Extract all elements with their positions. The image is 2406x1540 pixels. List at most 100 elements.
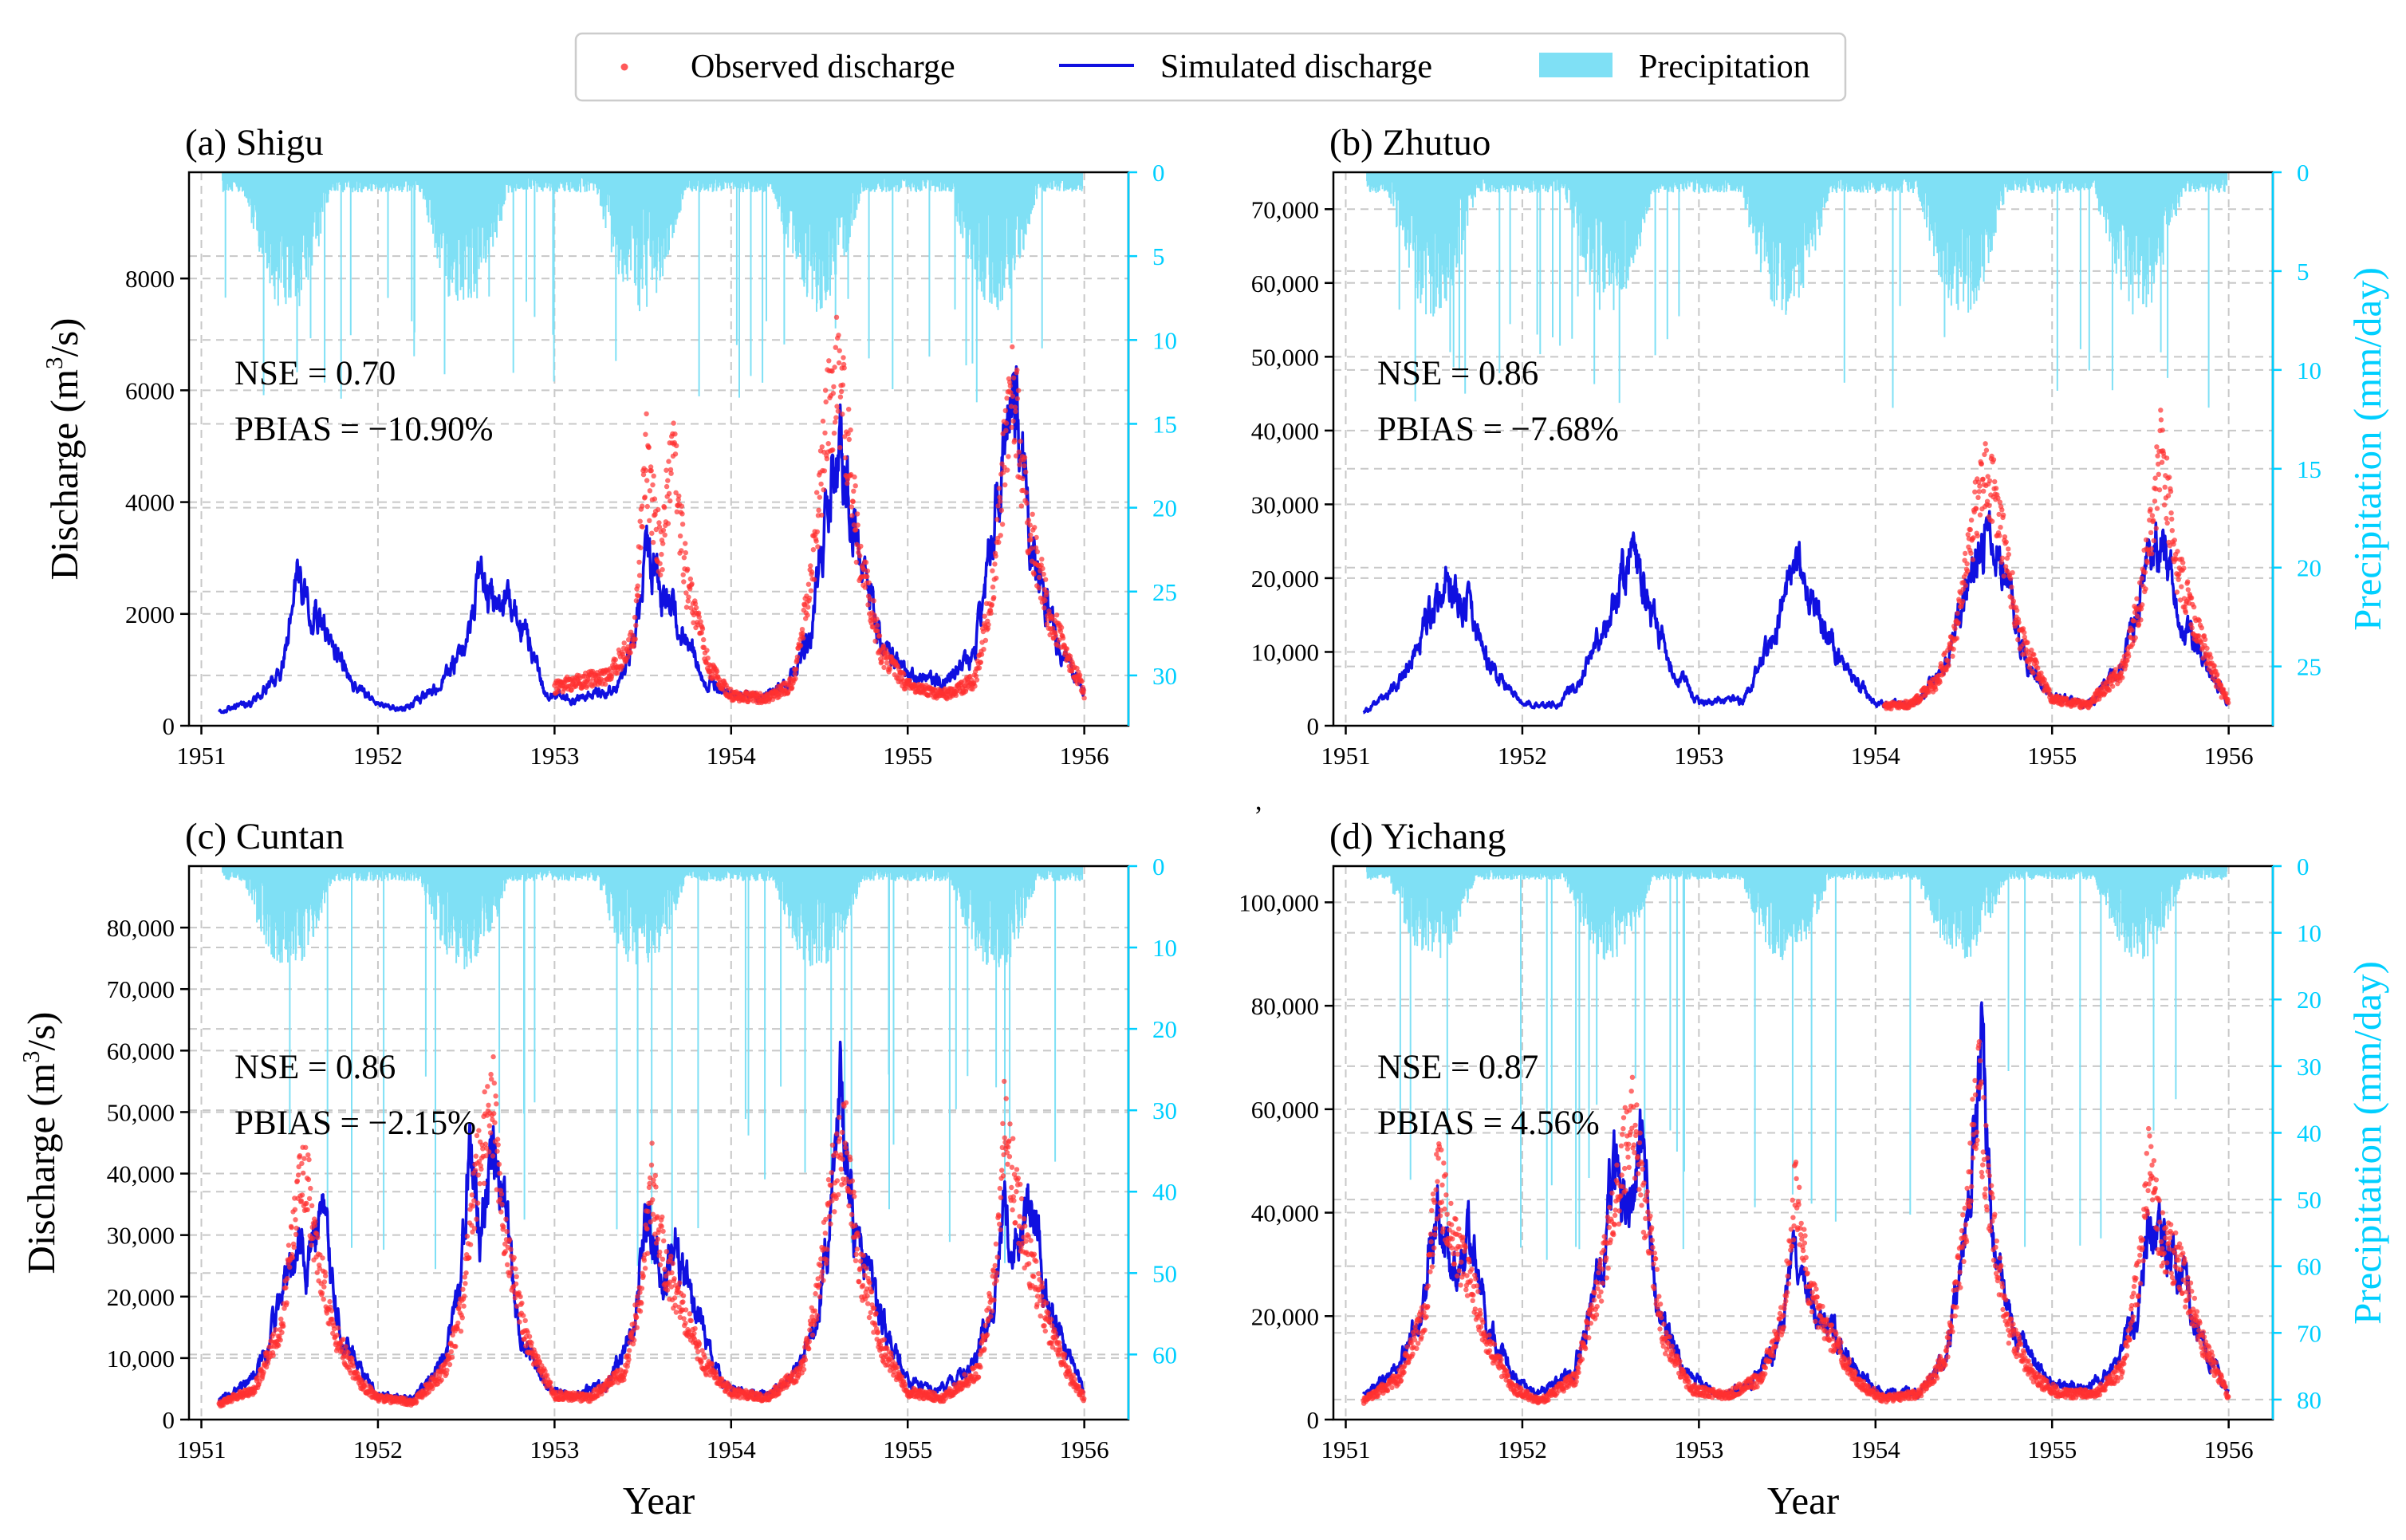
observed-point [709,1361,715,1367]
observed-point [1002,1078,1007,1085]
observed-point [456,1305,462,1311]
observed-point [998,1227,1003,1233]
observed-point [872,612,877,618]
observed-point [686,594,691,600]
observed-point [277,1333,282,1339]
observed-point [864,568,871,574]
observed-point [818,1256,824,1262]
observed-point [692,1325,698,1332]
observed-point [2155,453,2160,459]
observed-point [860,1282,866,1289]
observed-point [991,595,997,601]
observed-point [1453,1216,1459,1222]
observed-point [860,567,867,573]
observed-point [1439,1199,1445,1205]
observed-point [821,1278,826,1283]
observed-point [691,620,696,625]
observed-point [1770,1349,1775,1355]
observed-point [1853,1369,1858,1375]
observed-point [655,1236,661,1243]
observed-point [2215,672,2220,677]
observed-point [469,1192,475,1198]
observed-point [1652,1256,1659,1262]
observed-point [1443,1172,1449,1178]
observed-point [1661,1321,1667,1327]
observed-point [1586,1335,1592,1341]
observed-point [685,566,691,572]
observed-point [649,1140,655,1146]
observed-point [2022,629,2027,636]
observed-point [1034,549,1041,554]
observed-point [972,683,978,689]
observed-point [1429,1264,1435,1270]
observed-point [2158,417,2164,423]
observed-point [1037,1298,1043,1304]
observed-point [976,665,982,671]
observed-point [2009,585,2014,590]
observed-point [819,512,825,518]
observed-point [1686,1379,1692,1384]
observed-point [838,1152,844,1158]
observed-point [292,1207,298,1212]
observed-point [874,623,880,628]
observed-point [1654,1298,1660,1303]
precip-bars [1366,866,2228,1260]
observed-point [2204,645,2210,652]
precip-tick-label: 20 [1152,494,1177,522]
observed-point [656,524,663,530]
observed-point [679,503,685,509]
observed-point [695,1349,701,1355]
observed-point [1579,1357,1585,1362]
observed-point [626,636,632,643]
observed-point [820,418,826,424]
observed-point [459,1315,465,1321]
observed-point [1464,1273,1470,1278]
observed-point [867,1280,872,1286]
observed-point [322,1269,328,1275]
observed-point [642,1266,648,1271]
observed-point [483,1145,490,1151]
observed-point [652,1172,658,1179]
observed-point [1964,561,1970,567]
observed-point [513,1266,518,1272]
observed-point [2132,635,2138,640]
observed-point [450,1332,455,1338]
observed-point [699,626,706,632]
observed-point [1056,1352,1061,1358]
observed-point [298,1198,304,1203]
observed-point [1600,1280,1606,1286]
observed-point [660,527,667,533]
observed-point [1633,1132,1639,1139]
observed-point [1652,1251,1657,1256]
observed-point [652,496,658,502]
observed-point [1428,1239,1434,1245]
observed-point [991,1297,997,1303]
observed-point [1007,383,1014,389]
observed-point [1475,1283,1480,1289]
observed-point [2137,580,2143,585]
observed-point [1667,1334,1672,1340]
observed-point [299,1160,305,1167]
observed-point [1079,679,1085,684]
observed-point [837,348,842,353]
observed-point [1629,1125,1635,1131]
observed-point [679,548,684,553]
observed-point [705,656,711,661]
observed-point [818,481,824,487]
observed-point [1028,537,1034,542]
observed-point [1623,1187,1628,1194]
observed-point [1041,571,1046,577]
observed-point [825,1177,832,1183]
observed-point [853,527,859,533]
observed-point [1478,1324,1484,1329]
observed-point [315,1235,321,1241]
observed-point [1809,1290,1815,1295]
observed-point [656,506,661,513]
observed-point [832,364,837,370]
observed-point [349,1356,355,1361]
observed-point [814,1313,820,1318]
observed-point [2010,598,2016,604]
observed-point [689,581,695,587]
observed-point [1783,1294,1790,1299]
observed-point [1384,1388,1391,1393]
